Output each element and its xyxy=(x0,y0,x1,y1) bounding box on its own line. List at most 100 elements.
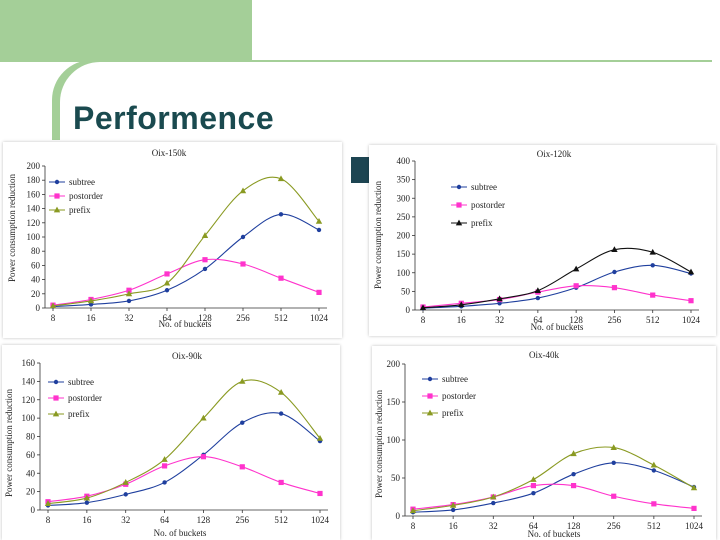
x-tick-label: 128 xyxy=(197,515,211,525)
y-tick-label: 200 xyxy=(387,359,401,369)
data-point-prefix xyxy=(200,414,207,421)
data-point-postorder xyxy=(316,289,322,295)
data-point-prefix xyxy=(83,494,91,501)
chart-panel-oix-150k: Oix-150k 0 20 40 60 80 100 120 140 160 180 200 8 16 32… xyxy=(3,142,342,338)
data-point-prefix xyxy=(315,217,323,224)
chart-oix-150k: Oix-150k 0 20 40 60 80 100 120 140 160 180 200 8 16 32… xyxy=(7,148,329,329)
data-point-prefix xyxy=(490,493,497,500)
data-point-prefix xyxy=(239,187,247,194)
y-tick-label: 0 xyxy=(406,305,411,315)
x-tick-label: 128 xyxy=(567,521,581,531)
x-axis-label: No. of buckets xyxy=(531,322,584,332)
x-tick-label: 512 xyxy=(647,521,661,531)
y-tick-label: 150 xyxy=(397,249,411,259)
x-axis-label: No. of buckets xyxy=(528,529,581,539)
data-point-subtree xyxy=(123,492,128,497)
legend-marker-postorder xyxy=(54,193,60,199)
data-point-subtree xyxy=(164,288,170,293)
y-tick-label: 400 xyxy=(397,156,411,166)
data-point-postorder xyxy=(239,464,245,470)
data-point-prefix xyxy=(122,479,129,485)
legend-label-subtree: subtree xyxy=(442,374,468,384)
legend-marker-subtree xyxy=(456,184,462,190)
legend-label-subtree: subtree xyxy=(69,177,95,187)
chart-oix-90k: Oix-90k 0 20 40 60 80 100 120 140 160 8 16 32 64 128 25… xyxy=(4,351,330,538)
y-tick-label: 250 xyxy=(397,212,411,222)
x-tick-label: 16 xyxy=(449,521,459,531)
legend-label-prefix: prefix xyxy=(442,408,464,418)
y-tick-label: 200 xyxy=(397,231,411,241)
series-line-postorder xyxy=(52,258,320,306)
x-tick-label: 32 xyxy=(125,313,134,323)
data-point-prefix xyxy=(316,434,324,441)
y-tick-label: 100 xyxy=(22,413,36,423)
y-tick-label: 60 xyxy=(26,450,36,460)
x-tick-label: 32 xyxy=(121,515,130,525)
chart-oix-40k: Oix-40k 0 50 100 150 200 8 16 32 64 128 256 512 1024 N… xyxy=(374,350,704,539)
data-point-subtree xyxy=(535,295,541,301)
y-tick-label: 50 xyxy=(401,286,411,296)
series-line-prefix xyxy=(412,446,695,512)
x-tick-label: 256 xyxy=(608,315,622,325)
legend-marker-subtree xyxy=(54,179,60,185)
data-point-postorder xyxy=(691,505,697,511)
header-band xyxy=(60,62,720,142)
data-point-postorder xyxy=(570,483,577,489)
x-tick-label: 16 xyxy=(87,313,97,323)
series-line-subtree xyxy=(422,264,692,309)
data-point-subtree xyxy=(612,269,617,275)
chart-title: Oix-120k xyxy=(537,149,572,159)
data-point-postorder xyxy=(573,283,579,289)
legend-label-postorder: postorder xyxy=(68,393,102,403)
chart-panel-oix-120k: Oix-120k 0 50 100 150 200 250 300 350 400 8 16 32 64 1… xyxy=(369,145,716,336)
y-tick-label: 140 xyxy=(22,376,36,386)
data-point-prefix xyxy=(201,232,209,238)
chart-title: Oix-40k xyxy=(529,350,559,360)
legend-marker-subtree xyxy=(427,376,433,382)
x-tick-label: 1024 xyxy=(682,315,701,325)
data-point-postorder xyxy=(650,292,656,298)
data-point-subtree xyxy=(651,468,657,473)
series-line-subtree xyxy=(52,213,320,308)
x-tick-label: 8 xyxy=(51,313,56,323)
legend-marker-postorder xyxy=(427,393,433,399)
x-tick-label: 256 xyxy=(236,313,250,323)
data-point-postorder xyxy=(202,257,208,263)
series-line-subtree xyxy=(47,412,321,506)
data-point-subtree xyxy=(571,472,576,477)
x-tick-label: 128 xyxy=(198,313,212,323)
data-point-subtree xyxy=(240,234,246,240)
data-point-subtree xyxy=(650,263,655,268)
header-green-block xyxy=(0,0,252,62)
data-point-prefix xyxy=(239,377,246,384)
data-point-prefix xyxy=(572,265,580,272)
data-point-postorder xyxy=(278,479,284,486)
data-point-prefix xyxy=(534,287,542,294)
data-point-subtree xyxy=(240,420,245,425)
y-tick-label: 100 xyxy=(397,268,411,278)
legend-label-prefix: prefix xyxy=(471,218,493,228)
data-point-prefix xyxy=(87,297,95,304)
series-line-prefix xyxy=(422,247,692,309)
legend-label-postorder: postorder xyxy=(471,200,505,210)
y-tick-label: 150 xyxy=(387,397,401,407)
data-point-postorder xyxy=(240,261,246,267)
series-line-prefix xyxy=(52,176,320,307)
data-point-postorder xyxy=(651,501,657,507)
data-point-prefix xyxy=(277,389,285,395)
y-axis-label: Power consumption reduction xyxy=(373,181,383,289)
y-tick-label: 20 xyxy=(26,487,36,497)
legend-label-prefix: prefix xyxy=(69,205,91,215)
data-point-postorder xyxy=(688,298,694,304)
data-point-prefix xyxy=(650,461,658,468)
data-point-subtree xyxy=(450,507,456,513)
y-tick-label: 350 xyxy=(397,175,411,185)
y-tick-label: 200 xyxy=(27,161,41,171)
data-point-prefix xyxy=(687,268,695,275)
data-point-subtree xyxy=(531,491,536,496)
data-point-prefix xyxy=(458,301,465,308)
data-point-prefix xyxy=(611,246,618,253)
x-tick-label: 64 xyxy=(163,313,173,323)
y-tick-label: 300 xyxy=(397,193,411,203)
data-point-subtree xyxy=(491,500,496,506)
